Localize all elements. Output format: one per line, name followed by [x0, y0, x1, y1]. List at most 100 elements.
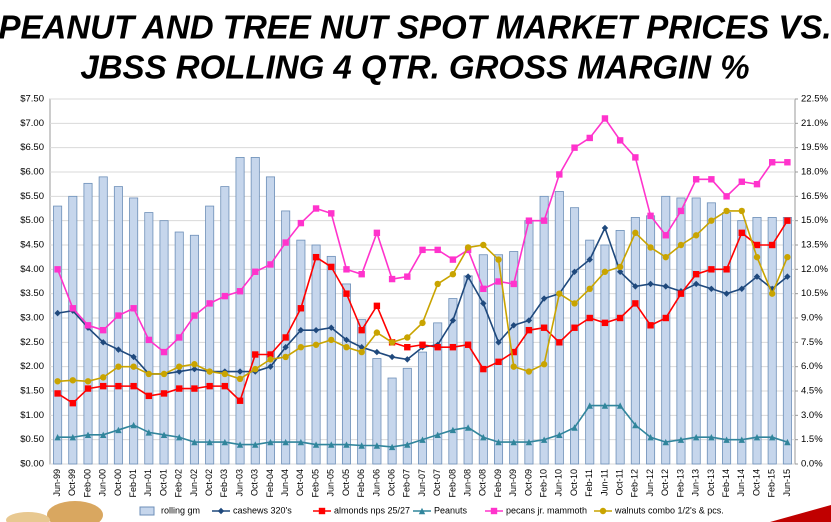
- marker: [267, 438, 274, 446]
- legend-label: walnuts combo 1/2's & pcs.: [614, 505, 724, 515]
- marker: [525, 438, 533, 446]
- marker: [404, 356, 411, 363]
- y-tick-label: $4.00: [20, 264, 44, 275]
- marker: [495, 438, 502, 446]
- marker: [768, 241, 776, 249]
- bar: [311, 244, 321, 465]
- marker: [571, 144, 578, 151]
- x-tick-label: Jun-15: [782, 469, 792, 497]
- marker: [784, 273, 791, 280]
- x-tick-label: Jun-07: [417, 469, 427, 497]
- marker: [662, 314, 669, 322]
- marker: [616, 402, 624, 409]
- x-tick-label: Jun-08: [462, 469, 472, 497]
- marker: [662, 438, 669, 446]
- legend-label: Peanuts: [434, 505, 468, 515]
- bar: [767, 217, 777, 465]
- marker: [647, 434, 654, 441]
- x-tick-label: Oct-06: [386, 469, 396, 496]
- bar: [98, 176, 108, 465]
- y-tick-label: $5.50: [20, 191, 44, 202]
- marker: [480, 241, 487, 249]
- marker: [692, 232, 700, 239]
- marker: [495, 278, 502, 285]
- marker: [784, 217, 791, 224]
- marker: [312, 326, 320, 334]
- marker: [647, 244, 654, 251]
- marker: [632, 421, 639, 429]
- legend-swatch: [139, 506, 155, 516]
- chart-title: PEANUT AND TREE NUT SPOT MARKET PRICES V…: [0, 9, 831, 46]
- marker: [373, 329, 381, 336]
- marker: [647, 280, 654, 288]
- marker: [130, 353, 137, 361]
- marker: [100, 374, 107, 381]
- x-tick-label: Oct-03: [250, 469, 260, 496]
- bar: [448, 298, 458, 465]
- marker: [328, 441, 335, 448]
- marker: [723, 290, 730, 297]
- marker: [449, 426, 457, 434]
- x-tick-label: Feb-13: [675, 469, 685, 498]
- marker: [677, 207, 685, 215]
- marker: [738, 229, 745, 237]
- x-tick-label: Jun-02: [189, 469, 199, 497]
- marker: [54, 266, 61, 273]
- x-tick-label: Oct-05: [341, 469, 351, 496]
- y2-tick-label: 6.0%: [801, 361, 823, 372]
- marker: [784, 438, 791, 446]
- marker: [753, 253, 761, 261]
- bar: [174, 231, 184, 465]
- marker: [176, 334, 183, 341]
- marker: [282, 438, 289, 446]
- marker: [692, 434, 700, 441]
- bar: [205, 205, 215, 465]
- x-tick-label: Oct-08: [478, 469, 488, 496]
- bar: [53, 205, 63, 465]
- marker: [540, 295, 548, 302]
- bar: [752, 217, 762, 465]
- marker: [343, 290, 350, 297]
- marker: [388, 443, 396, 451]
- bar: [570, 207, 580, 465]
- marker: [449, 344, 457, 351]
- x-tick-label: Feb-15: [767, 469, 777, 498]
- marker: [784, 253, 791, 261]
- bar: [554, 191, 564, 465]
- marker: [328, 210, 335, 217]
- marker: [753, 434, 761, 441]
- bar: [265, 176, 275, 465]
- marker: [601, 319, 609, 327]
- x-tick-label: Oct-00: [113, 469, 123, 496]
- marker: [282, 239, 289, 246]
- marker: [540, 217, 548, 224]
- marker: [768, 290, 776, 297]
- y-tick-label: $0.50: [20, 434, 44, 445]
- marker: [267, 363, 274, 370]
- marker: [464, 424, 472, 431]
- marker: [343, 336, 350, 344]
- bar: [722, 212, 732, 465]
- marker: [556, 290, 563, 297]
- marker: [404, 344, 411, 351]
- bar: [129, 197, 139, 465]
- marker: [692, 271, 700, 278]
- marker: [100, 326, 107, 334]
- y-tick-label: $6.00: [20, 167, 44, 178]
- marker: [434, 246, 441, 254]
- marker: [191, 312, 198, 319]
- marker: [753, 180, 761, 188]
- marker: [616, 137, 624, 144]
- marker: [525, 368, 533, 375]
- y2-tick-label: 7.5%: [801, 337, 823, 348]
- marker: [115, 382, 122, 390]
- marker: [100, 431, 107, 438]
- x-tick-label: Jun-99: [52, 469, 62, 497]
- marker: [130, 305, 137, 312]
- marker: [236, 288, 244, 295]
- bar: [159, 220, 169, 465]
- bar: [706, 202, 716, 465]
- marker: [586, 285, 593, 292]
- bar: [782, 217, 792, 465]
